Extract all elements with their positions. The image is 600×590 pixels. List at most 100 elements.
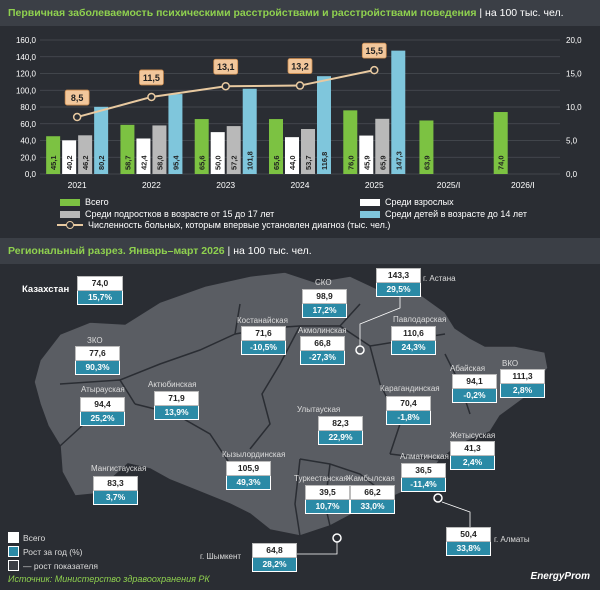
bar-2 xyxy=(152,125,167,174)
bar-label: 76,0 xyxy=(346,155,355,170)
y-tick-left: 80,0 xyxy=(20,103,36,112)
y-tick-left: 20,0 xyxy=(20,153,36,162)
bar-0 xyxy=(419,120,434,174)
region-growth-shymkent: 28,2% xyxy=(252,558,297,572)
line-label-bg xyxy=(64,89,90,106)
region-name-abai: Абайская xyxy=(450,364,486,373)
legend-item-all: Всего xyxy=(60,197,109,207)
almaty-marker xyxy=(433,493,443,503)
region-name-aktobe: Актюбинская xyxy=(148,380,197,389)
region-value-kostanay: 71,6 xyxy=(241,326,286,341)
legend-label-children: Среди детей в возрасте до 14 лет xyxy=(385,209,527,219)
region-value-shymkent: 64,8 xyxy=(252,543,297,558)
region-growth-atyrau: 25,2% xyxy=(80,412,125,426)
region-box-akmola: 66,8 -27,3% xyxy=(300,336,345,365)
region-value-pavlodar: 110,6 xyxy=(391,326,436,341)
region-growth-zhambyl: 33,0% xyxy=(350,500,395,514)
shymkent-marker xyxy=(332,533,342,543)
bar-0 xyxy=(194,119,209,174)
region-name-vko: ВКО xyxy=(502,359,519,368)
region-value-almaty-reg: 36,5 xyxy=(401,463,446,478)
region-name-zko: ЗКО xyxy=(87,336,103,345)
legend-line-icon xyxy=(57,221,83,229)
region-box-almaty: 50,4 33,8% xyxy=(446,527,491,556)
legend-label-line: Численность больных, которым впервые уст… xyxy=(88,220,391,230)
bar-0 xyxy=(120,124,135,174)
kazakhstan-label: Казахстан xyxy=(22,284,70,295)
region-box-mangystau: 83,3 3,7% xyxy=(93,476,138,505)
region-value-zhambyl: 66,2 xyxy=(350,485,395,500)
region-box-astana: 143,3 29,5% xyxy=(376,268,421,297)
bar-line-chart: 0,0 20,0 40,0 60,0 80,0 100,0 120,0 140,0 160,0 0… xyxy=(16,36,582,190)
bar-1 xyxy=(62,140,77,174)
region-box-sko: 98,9 17,2% xyxy=(302,289,347,318)
y-tick-left: 0,0 xyxy=(25,170,37,179)
line-point xyxy=(370,65,379,75)
region-box-zhambyl: 66,2 33,0% xyxy=(350,485,395,514)
bar-0 xyxy=(493,112,508,174)
bar-label: 74,0 xyxy=(497,155,506,170)
bar-label: 101,8 xyxy=(246,151,255,170)
y-tick-left: 120,0 xyxy=(16,70,37,79)
region-growth-astana: 29,5% xyxy=(376,283,421,297)
region-box-kostanay: 71,6 -10,5% xyxy=(241,326,286,355)
kazakhstan-value-box: 74,0 15,7% xyxy=(77,276,123,305)
y-tick-right: 20,0 xyxy=(566,36,582,45)
region-value-turkestan: 39,5 xyxy=(305,485,350,500)
legend-label-all: Всего xyxy=(85,197,109,207)
region-box-zko: 77,6 90,3% xyxy=(75,346,120,375)
bar-1 xyxy=(210,132,225,174)
region-value-atyrau: 94,4 xyxy=(80,397,125,412)
region-name-mangystau: Мангистауская xyxy=(91,464,147,473)
region-box-karaganda: 70,4 -1,8% xyxy=(386,396,431,425)
line-label: 13,2 xyxy=(291,62,309,72)
bar-0 xyxy=(269,119,283,174)
legend-swatch-all xyxy=(60,198,80,206)
legend-swatch-children xyxy=(360,210,380,218)
bar-2 xyxy=(78,135,93,174)
map-legend-total-label: Всего xyxy=(23,532,46,543)
region-growth-zko: 90,3% xyxy=(75,361,120,375)
map-legend-growth-label: Рост за год (%) xyxy=(23,546,83,557)
region-growth-kostanay: -10,5% xyxy=(241,341,286,355)
map-header: Региональный разрез. Январь–март 2026 | … xyxy=(0,238,600,264)
region-growth-almaty-reg: -11,4% xyxy=(401,478,446,492)
map-legend-growth-swatch xyxy=(8,546,19,557)
line-label-bg xyxy=(139,69,164,86)
y-tick-left: 40,0 xyxy=(20,137,36,146)
map-legend-up-swatch xyxy=(8,560,19,571)
y-tick-right: 5,0 xyxy=(566,137,578,146)
line-label-bg xyxy=(361,42,387,59)
region-name-ulytau: Улытауская xyxy=(297,405,341,414)
bar-0 xyxy=(46,136,61,174)
bar-3 xyxy=(242,88,257,174)
bar-label: 50,0 xyxy=(214,155,223,170)
legend-item-line: Численность больных, которым впервые уст… xyxy=(57,220,390,230)
chart-header: Первичная заболеваемость психическими ра… xyxy=(0,0,600,26)
region-value-almaty: 50,4 xyxy=(446,527,491,542)
legend-label-teens: Среди подростков в возрасте от 15 до 17 … xyxy=(85,209,275,219)
region-box-vko: 111,3 2,8% xyxy=(500,369,545,398)
bar-2 xyxy=(226,126,241,174)
x-tick: 2024 xyxy=(291,180,310,190)
bar-label: 65,6 xyxy=(272,155,281,170)
region-name-zhambyl: Жамбылская xyxy=(346,474,395,483)
region-box-shymkent: 64,8 28,2% xyxy=(252,543,297,572)
region-box-zhetysu: 41,3 2,4% xyxy=(450,441,495,470)
bar-label: 58,0 xyxy=(155,155,164,170)
region-name-atyrau: Атырауская xyxy=(81,385,125,394)
map-legend-up-label: — рост показателя xyxy=(23,560,98,571)
region-name-kyzylorda: Кызылординская xyxy=(222,450,286,459)
x-tick: 2025 xyxy=(365,180,384,190)
source-text: Источник: Министерство здравоохранения Р… xyxy=(8,574,210,584)
bar-label: 95,4 xyxy=(171,155,180,170)
bar-2 xyxy=(375,118,390,174)
line-label-bg xyxy=(287,58,313,74)
region-growth-akmola: -27,3% xyxy=(300,351,345,365)
x-tick: 2025/I xyxy=(437,180,461,190)
region-growth-sko: 17,2% xyxy=(302,304,347,318)
bar-3 xyxy=(391,50,406,175)
line-point xyxy=(221,81,230,91)
region-name-zhetysu: Жетысуская xyxy=(450,431,496,440)
legend-item-teens: Среди подростков в возрасте от 15 до 17 … xyxy=(60,209,274,219)
